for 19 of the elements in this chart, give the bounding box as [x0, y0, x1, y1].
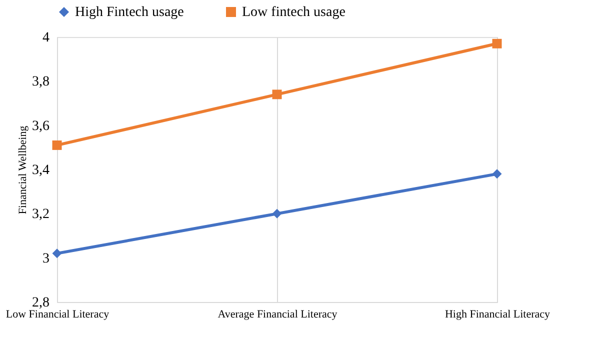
y-tick-label: 3: [42, 251, 50, 266]
y-axis-title: Financial Wellbeing: [17, 125, 29, 214]
legend-label: High Fintech usage: [75, 5, 184, 20]
x-tick-label: High Financial Literacy: [444, 308, 551, 320]
point: [492, 169, 502, 179]
y-tick-label: 3,6: [32, 118, 50, 134]
x-tick-label: Low Financial Literacy: [6, 308, 110, 320]
y-tick-label: 4: [42, 30, 50, 46]
y-tick-label: 3,2: [32, 207, 50, 222]
y-tick-label: 3,8: [32, 74, 50, 90]
point: [492, 38, 502, 48]
y-tick-label: 2,8: [32, 296, 50, 310]
point: [52, 140, 62, 150]
point: [52, 248, 62, 258]
point: [272, 90, 282, 100]
x-tick-label: Average Financial Literacy: [218, 308, 338, 320]
legend-label: Low fintech usage: [242, 5, 346, 20]
y-tick-label: 3,4: [32, 163, 50, 178]
point: [272, 208, 282, 218]
